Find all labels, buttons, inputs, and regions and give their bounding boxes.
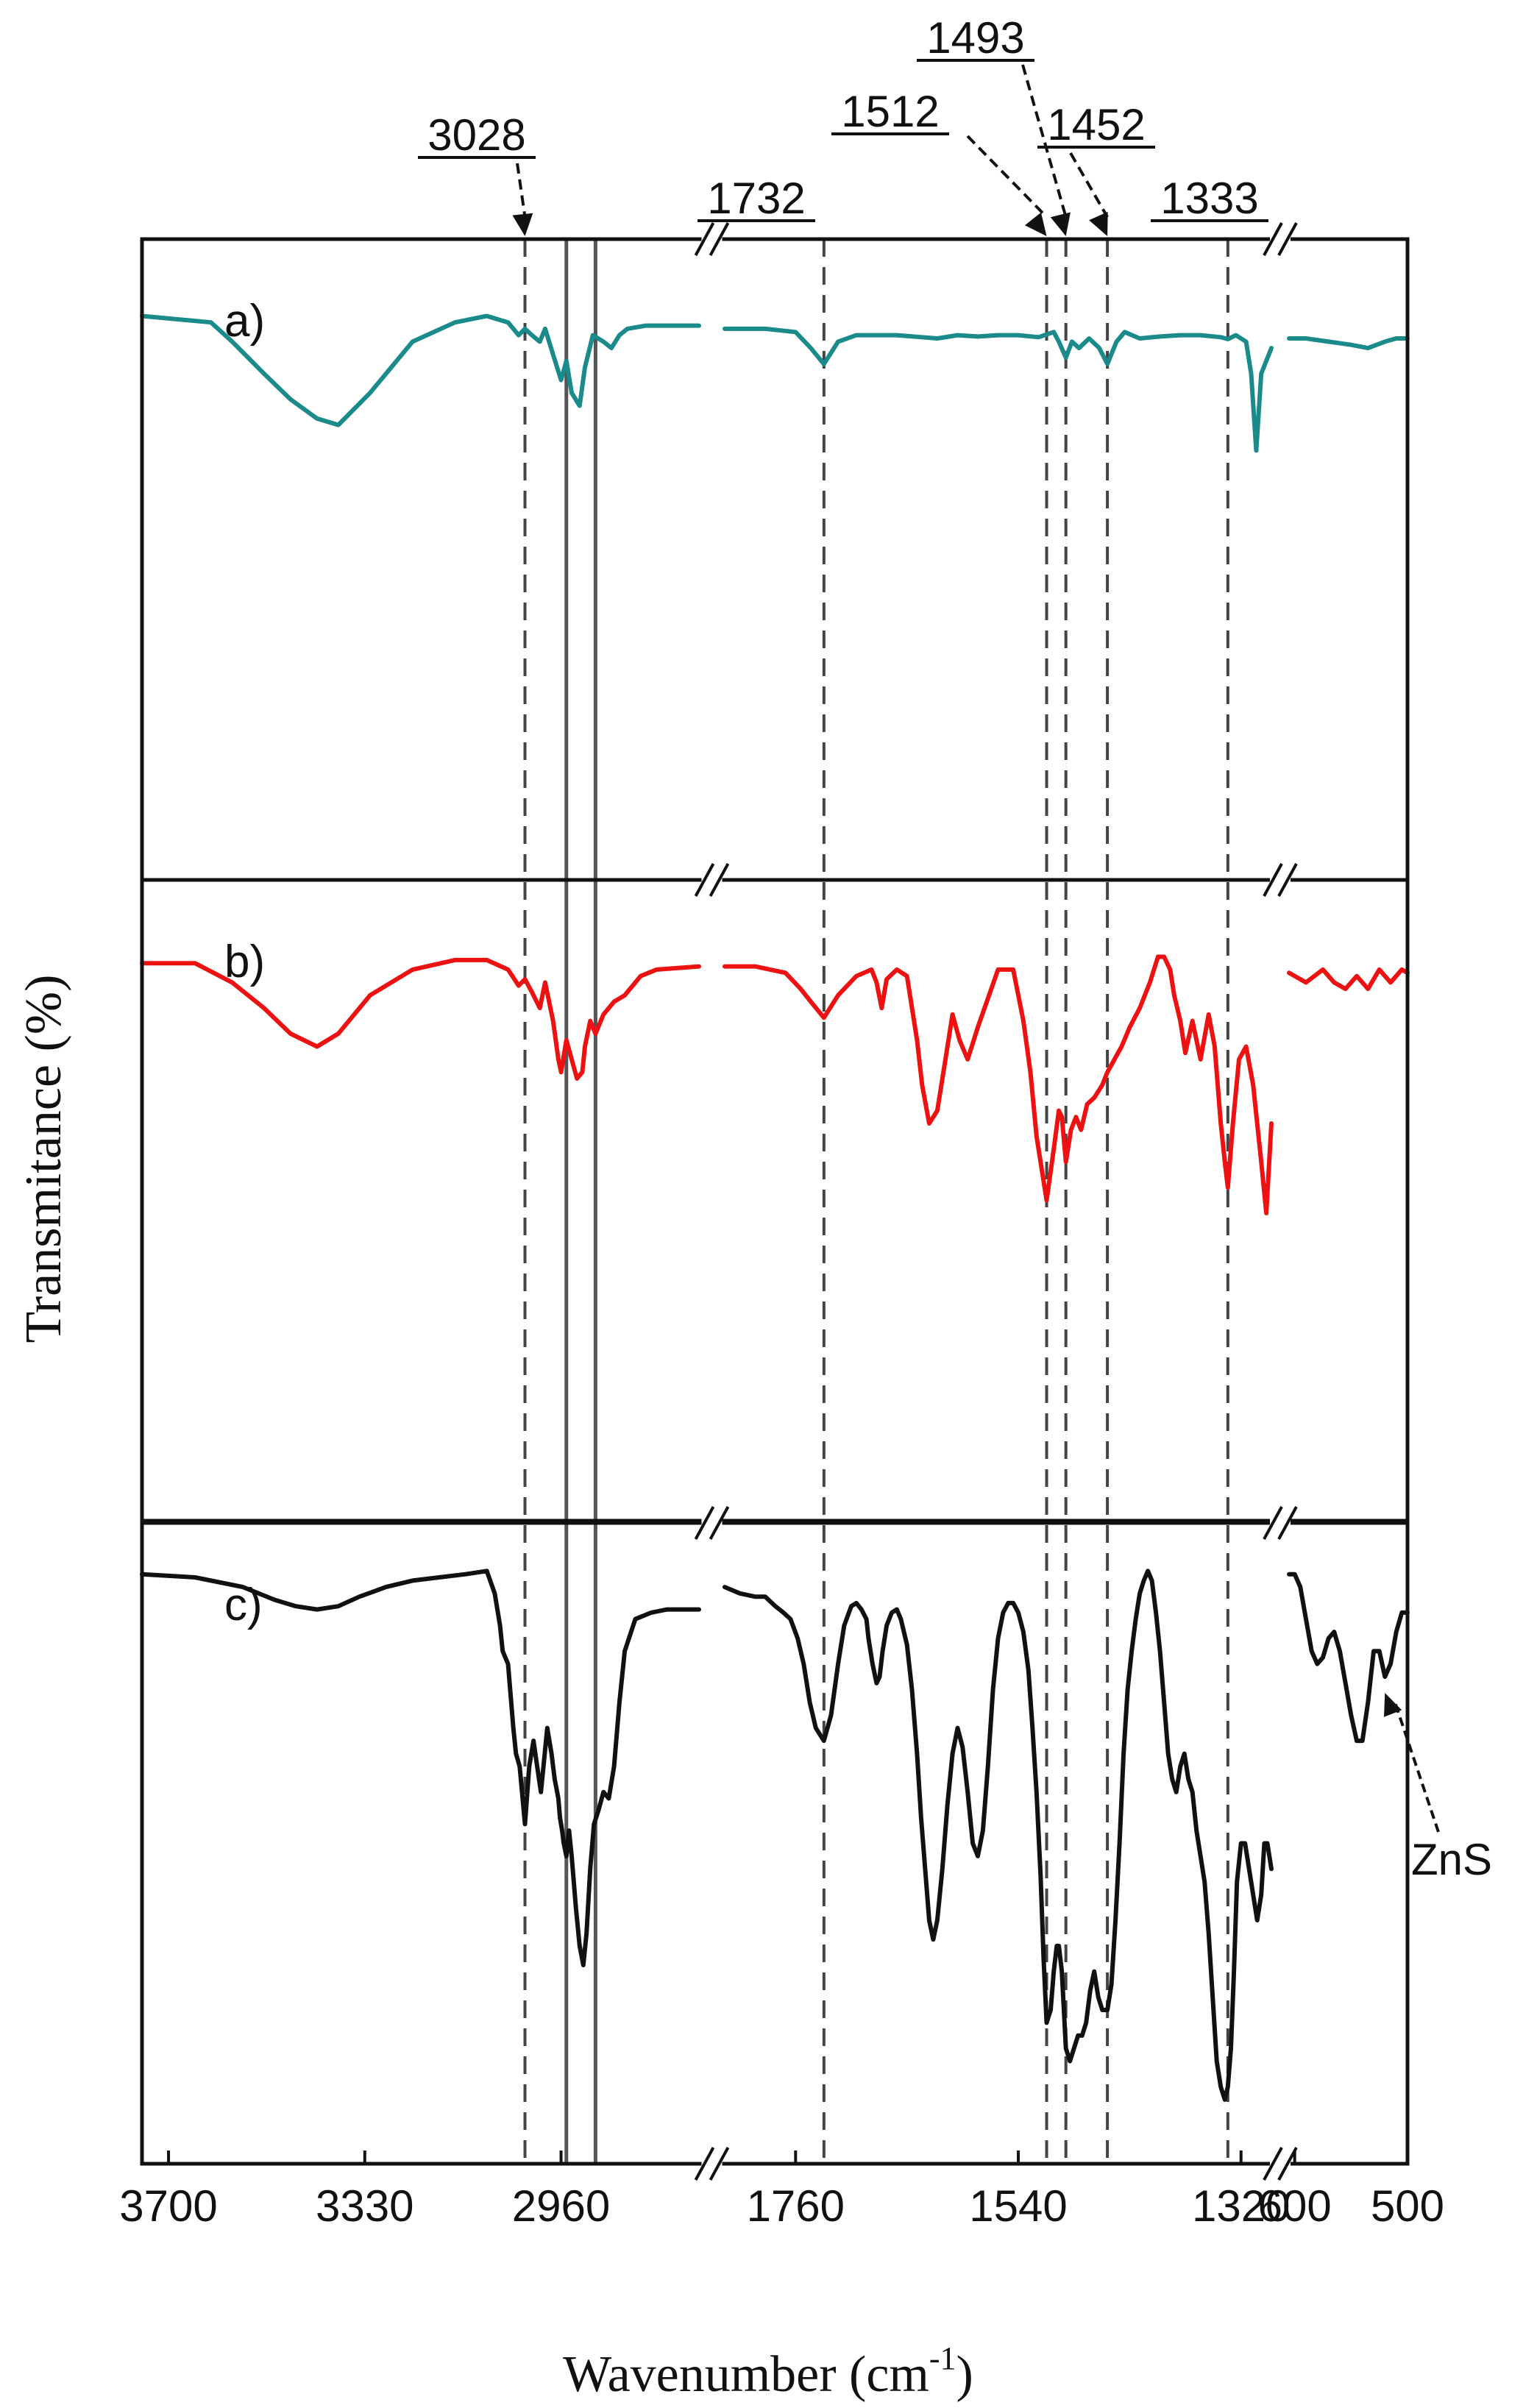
reference-arrow-shaft-1493 [1021, 64, 1068, 218]
panel-label-c: c) [224, 1580, 263, 1630]
x-axis-label-superscript: -1 [929, 2340, 956, 2376]
axis-break-slash-2-2-1 [1263, 863, 1283, 897]
annotation-zns: ZnS [1411, 1835, 1492, 1884]
reference-label-3028: 3028 [427, 110, 525, 160]
series-line-c-segment-2 [723, 1569, 1274, 2102]
y-axis-label: Transmitance (%) [15, 975, 72, 1343]
axis-break-slash-2-3-1 [1263, 1506, 1283, 1540]
annotation-arrow-shaft-1 [1394, 1702, 1440, 1833]
panel-label-a: a) [224, 296, 265, 347]
annotation-arrow-head-1 [1384, 1693, 1402, 1717]
reference-arrow-shaft-1512 [966, 135, 1048, 219]
axis-break-slash-1-1-2 [709, 222, 730, 256]
panel-frame-c [140, 1521, 1410, 2166]
x-tick-label-2960: 2960 [512, 2181, 610, 2231]
reference-arrow-head-1452 [1089, 211, 1108, 236]
axis-break-slash-2-3-2 [1277, 1506, 1298, 1540]
series-line-b-segment-2 [723, 954, 1274, 1215]
axis-break-slash-1-3-2 [709, 1506, 730, 1540]
axis-break-slash-1-2-2 [709, 863, 730, 897]
axis-break-slash-1-2-1 [694, 863, 715, 897]
axis-break-slash-2-4-1 [1263, 2147, 1283, 2181]
x-axis-label: Wavenumber (cm-1) [563, 2340, 973, 2403]
axis-break-slash-1-1-1 [694, 222, 715, 256]
axis-break-slash-2-1-1 [1263, 222, 1283, 256]
series-line-a-segment-2 [723, 326, 1274, 453]
reference-arrow-shaft-1452 [1069, 152, 1109, 218]
x-axis-label-close: ) [956, 2346, 973, 2403]
axis-break-slash-1-3-1 [694, 1506, 715, 1540]
x-tick-label-1540: 1540 [969, 2181, 1067, 2231]
reference-label-1452: 1452 [1047, 100, 1145, 149]
series-line-a-segment-3 [1287, 336, 1410, 351]
x-tick-label-3700: 3700 [119, 2181, 217, 2231]
axis-break-slash-1-4-1 [694, 2147, 715, 2181]
series-line-c-segment-1 [140, 1569, 701, 1967]
series-line-c-segment-3 [1287, 1571, 1410, 1744]
reference-label-1512: 1512 [841, 87, 939, 136]
x-tick-label-1760: 1760 [747, 2181, 845, 2231]
reference-arrow-head-1493 [1050, 212, 1071, 236]
series-line-a-segment-1 [140, 313, 701, 427]
series-line-b-segment-3 [1287, 967, 1410, 992]
reference-label-1732: 1732 [707, 174, 805, 223]
axis-break-slash-2-1-2 [1277, 222, 1298, 256]
reference-label-1493: 1493 [926, 13, 1024, 63]
reference-label-1333: 1333 [1160, 174, 1258, 223]
panel-label-b: b) [224, 937, 265, 987]
x-tick-label-1320: 1320 [1192, 2181, 1290, 2231]
x-tick-label-600: 600 [1258, 2181, 1332, 2231]
panel-frame-b [140, 878, 1410, 1523]
axis-break-slash-2-2-2 [1277, 863, 1298, 897]
reference-arrow-head-3028 [512, 213, 533, 236]
x-tick-label-500: 500 [1371, 2181, 1444, 2231]
x-tick-label-3330: 3330 [316, 2181, 413, 2231]
reference-arrow-shaft-3028 [516, 163, 527, 218]
axis-break-slash-1-4-2 [709, 2147, 730, 2181]
reference-arrow-head-1512 [1025, 212, 1047, 236]
x-axis-label-main: Wavenumber (cm [563, 2346, 929, 2403]
series-line-b-segment-1 [140, 957, 701, 1081]
